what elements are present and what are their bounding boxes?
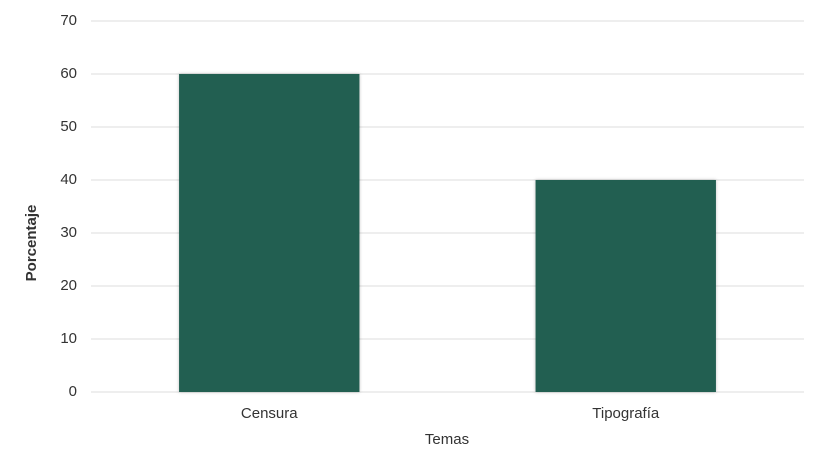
x-axis-label: Temas <box>425 431 469 448</box>
x-tick-label: Tipografía <box>592 405 660 422</box>
x-tick-label: Censura <box>241 405 298 422</box>
y-tick-label: 0 <box>69 383 77 400</box>
y-tick-label: 40 <box>60 171 77 188</box>
y-tick-label: 50 <box>60 118 77 135</box>
bar <box>179 74 360 392</box>
y-tick-label: 70 <box>60 12 77 29</box>
y-tick-label: 10 <box>60 330 77 347</box>
y-tick-label: 20 <box>60 277 77 294</box>
bar <box>535 180 716 392</box>
y-tick-label: 60 <box>60 65 77 82</box>
y-axis-label: Porcentaje <box>23 205 40 282</box>
y-tick-label: 30 <box>60 224 77 241</box>
